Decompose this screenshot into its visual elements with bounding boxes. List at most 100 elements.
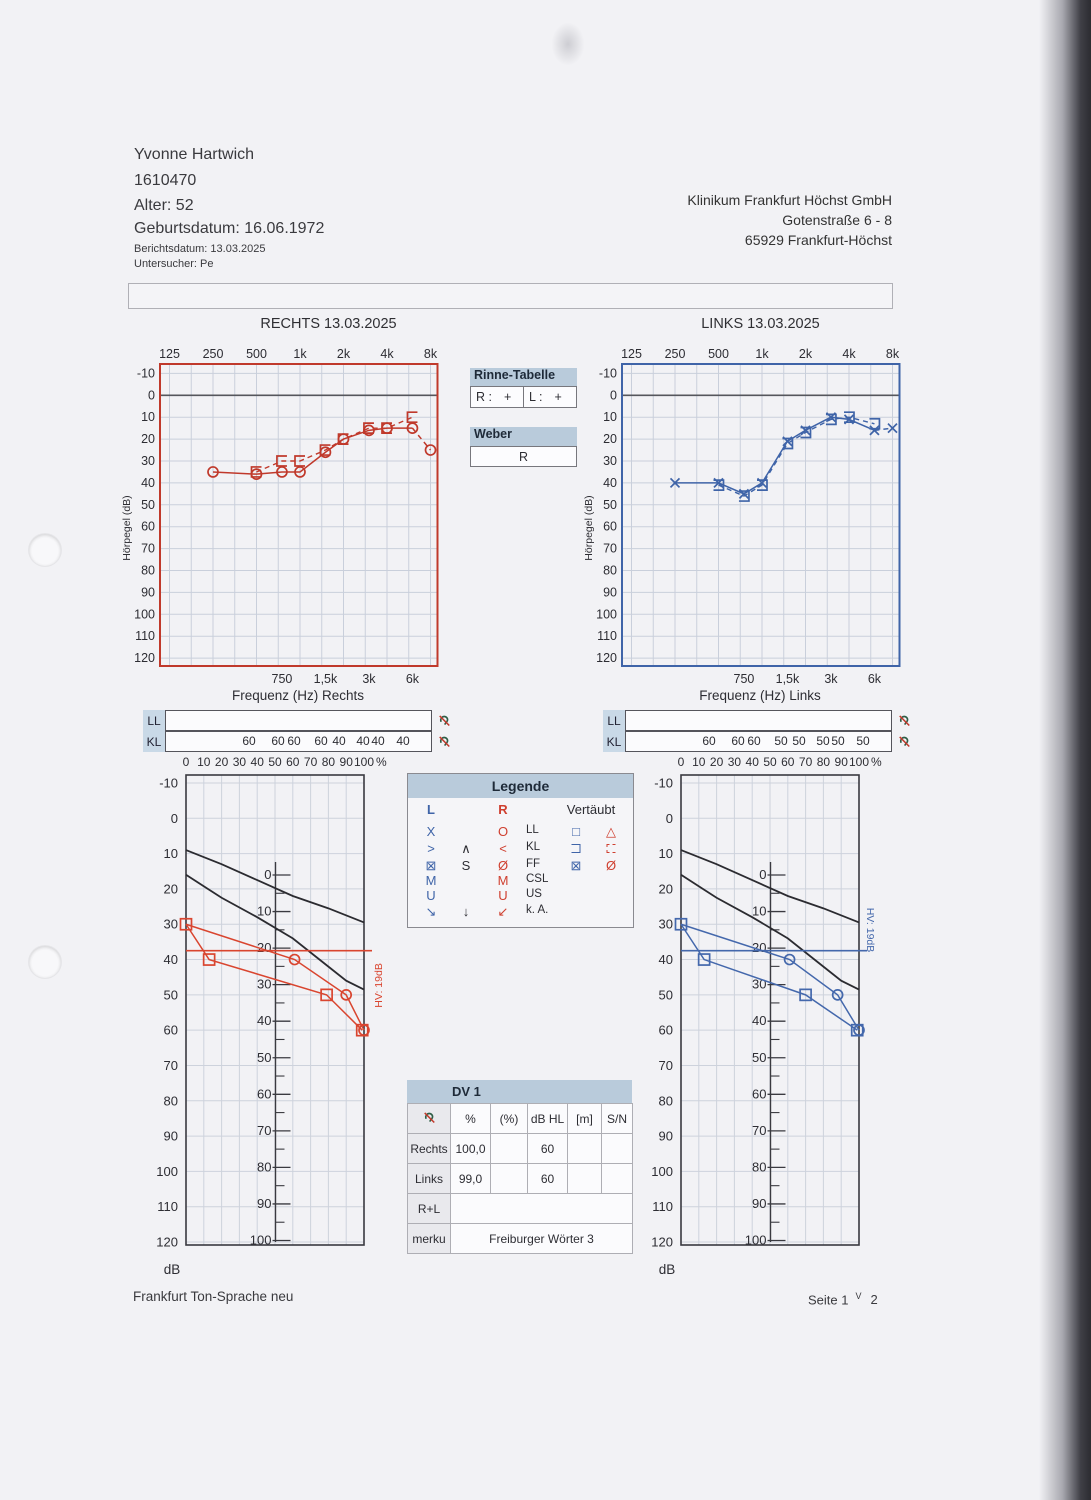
percent-axis-unit: % [376,755,387,769]
percent-tick-label: 10 [692,755,706,769]
footer-page-mark: V [855,1291,862,1301]
db-tick-label: -10 [654,776,673,791]
data-point [757,479,768,491]
db-tick-label: 90 [164,1129,178,1144]
muted-ear-icon [439,736,450,748]
db-tick-label: 0 [171,811,178,826]
db-tick-label: 10 [659,846,673,861]
rinne-right-cell: R : + [470,386,524,408]
freq-tick-label: 2k [337,347,351,361]
rinne-left-label: L : [529,390,543,404]
db-tick-label: 110 [652,1199,673,1214]
db-tick-label: -10 [137,366,155,380]
legend-symbol-label: LL [526,824,539,836]
db-tick-label: 10 [603,410,617,424]
series-square [674,917,864,1037]
percent-tick-label: 0 [183,755,190,769]
legend-symbol: Ø [605,858,617,873]
dv1-col-sn: S/N [601,1103,633,1134]
lk-level-value: 60 [314,734,328,748]
legend-symbol: O [497,824,509,839]
data-point [800,426,812,439]
center-scale-label: 100 [745,1233,767,1248]
percent-tick-label: 70 [304,755,318,769]
audiogram-rechts: 125 250 500 1k 2k 4k 8k -10 0 10 20 30 40 50 60 70 80 90 1… [121,347,439,703]
db-tick-label: 120 [134,651,155,665]
chart-frame [185,774,365,1246]
lk-level-value: 50 [774,734,788,748]
percent-tick-label: 40 [746,755,760,769]
legend-title: Legende [408,774,633,798]
db-tick-label: 60 [164,1023,178,1038]
clinic-city: 65929 Frankfurt-Höchst [744,232,892,248]
db-tick-label: 50 [659,987,673,1002]
rinne-title: Rinne-Tabelle [470,368,577,386]
lk-level-value: 50 [856,734,870,748]
db-tick-label: 70 [141,542,155,556]
legend-symbol-label: CSL [526,873,549,885]
db-tick-label: 100 [596,607,617,621]
dv1-col-m: [m] [567,1103,602,1134]
legend-symbol: ↓ [462,904,470,919]
freq-tick-label: 500 [246,347,267,361]
freq-tick-label: 250 [665,347,686,361]
db-tick-label: 10 [141,410,155,424]
legend-symbol-label: KL [526,841,541,853]
db-tick-label: 0 [148,388,155,402]
db-tick-label: 110 [135,629,155,643]
db-tick-label: 80 [603,564,617,578]
clinic-street: Gotenstraße 6 - 8 [782,212,892,228]
legend-symbol: ⊠ [570,858,582,873]
db-tick-label: 90 [603,585,617,599]
legend-symbol: □ [572,824,580,839]
lk-row-ll: LL [603,710,911,731]
lk-level-value: 60 [287,734,301,748]
lk-level-value: 50 [831,734,845,748]
db-tick-label: 90 [141,585,155,599]
data-point [179,917,193,931]
db-tick-label: 90 [659,1129,673,1144]
report-date: Berichtsdatum: 13.03.2025 [134,243,266,255]
series-line [185,923,363,1031]
center-scale-label: 10 [752,904,766,919]
freq-tick-label: 500 [708,347,729,361]
db-tick-label: 40 [659,952,673,967]
legend-symbol-label: k. A. [526,904,549,916]
lk-row-ll: LL [143,710,451,731]
lk-value-box [625,710,892,731]
legend-symbol: ↘ [425,904,437,919]
center-scale-label: 30 [257,977,271,992]
dv1-col-percent: % [450,1103,491,1134]
data-point [202,953,216,966]
percent-tick-label: 20 [215,755,229,769]
db-tick-label: 40 [603,476,617,490]
freq-tick-label: 3k [362,672,376,686]
empty-comment-field [128,283,893,309]
db-tick-label: 110 [157,1199,178,1214]
data-point [783,953,796,966]
lk-level-value: 40 [356,734,370,748]
legend-symbol-label: FF [526,858,541,870]
clinic-name: Klinikum Frankfurt Höchst GmbH [687,192,892,208]
rinne-table: Rinne-Tabelle R : + L : + [470,368,577,408]
muted-ear-icon [423,1111,435,1123]
freq-tick-label: 6k [406,672,420,686]
freq-tick-label: 250 [203,347,224,361]
footer-page-total: 2 [870,1292,878,1308]
data-point [782,437,794,450]
percent-tick-label: 50 [763,755,777,769]
db-tick-label: 60 [659,1023,673,1038]
legend-symbol: < [499,841,507,856]
chart-frame [680,774,860,1246]
db-tick-label: 70 [659,1058,673,1073]
series-bracket-open-left [713,411,881,502]
series-square [179,917,369,1037]
db-tick-label: 70 [603,542,617,556]
reference-curve [680,874,860,991]
db-tick-label: 20 [659,881,673,896]
freq-tick-label: 1k [293,347,307,361]
percent-tick-label: 50 [268,755,282,769]
percent-tick-label: 90 [835,755,849,769]
data-point [363,422,374,434]
dv1-box: DV 1 % (%) dB HL [m] S/N Rechts 100,0 60… [407,1080,633,1254]
